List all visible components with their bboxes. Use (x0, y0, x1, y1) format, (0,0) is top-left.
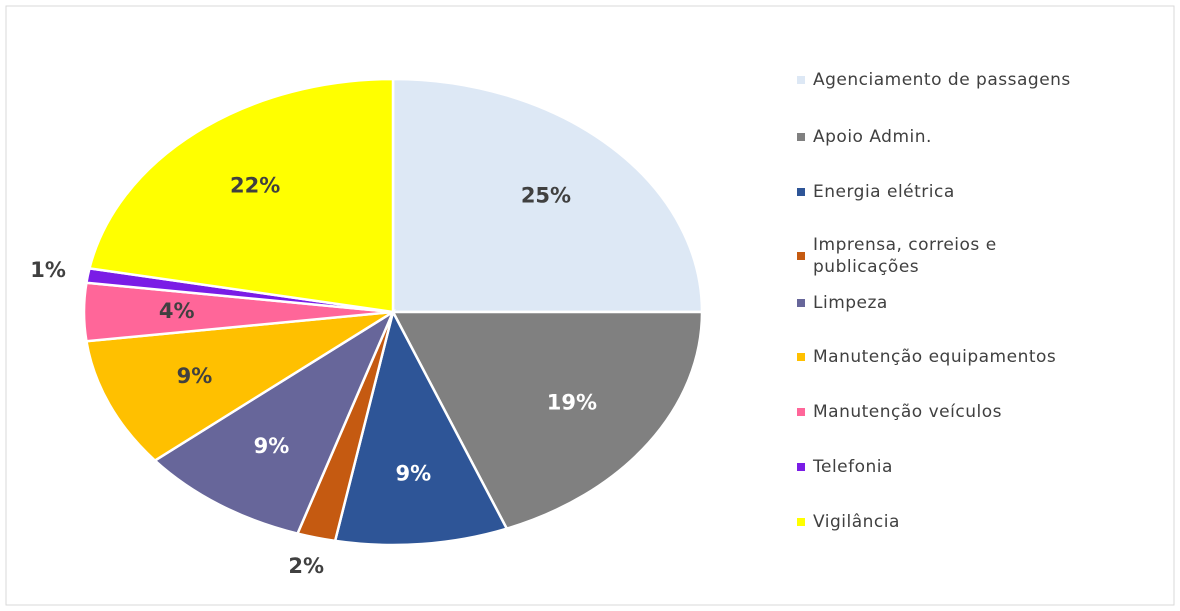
legend-label: Manutenção veículos (813, 402, 1002, 422)
pie-slice (87, 77, 395, 314)
legend-swatch (797, 463, 805, 471)
legend-label: Telefonia (812, 457, 893, 477)
data-label: 2% (288, 554, 324, 578)
legend-swatch (797, 353, 805, 361)
legend-label: Limpeza (813, 293, 888, 313)
legend-label: Manutenção equipamentos (813, 347, 1056, 367)
legend-label: Agenciamento de passagens (813, 70, 1071, 90)
legend-swatch (797, 518, 805, 526)
legend-swatch (797, 299, 805, 307)
legend-label: Energia elétrica (813, 182, 955, 202)
pie-slice (391, 77, 704, 314)
pie-slice (390, 310, 704, 531)
legend-swatch (797, 188, 805, 196)
data-label: 9% (396, 461, 432, 485)
legend-label: Apoio Admin. (813, 127, 932, 147)
legend-swatch (797, 133, 805, 141)
legend-swatch (797, 408, 805, 416)
pie-slice (333, 308, 509, 547)
data-label: 22% (230, 173, 280, 197)
data-label: 9% (254, 434, 290, 458)
legend-label: Imprensa, correios e publicações (813, 235, 997, 277)
pie-slice (152, 308, 396, 536)
legend-label: Vigilância (813, 512, 900, 532)
data-label: 9% (177, 364, 213, 388)
data-label: 4% (159, 299, 195, 323)
legend-swatch (797, 252, 805, 260)
data-label: 25% (521, 184, 571, 208)
legend-swatch (797, 76, 805, 84)
data-label: 1% (30, 258, 66, 282)
pie-slice (84, 310, 394, 463)
data-label: 19% (547, 391, 597, 415)
